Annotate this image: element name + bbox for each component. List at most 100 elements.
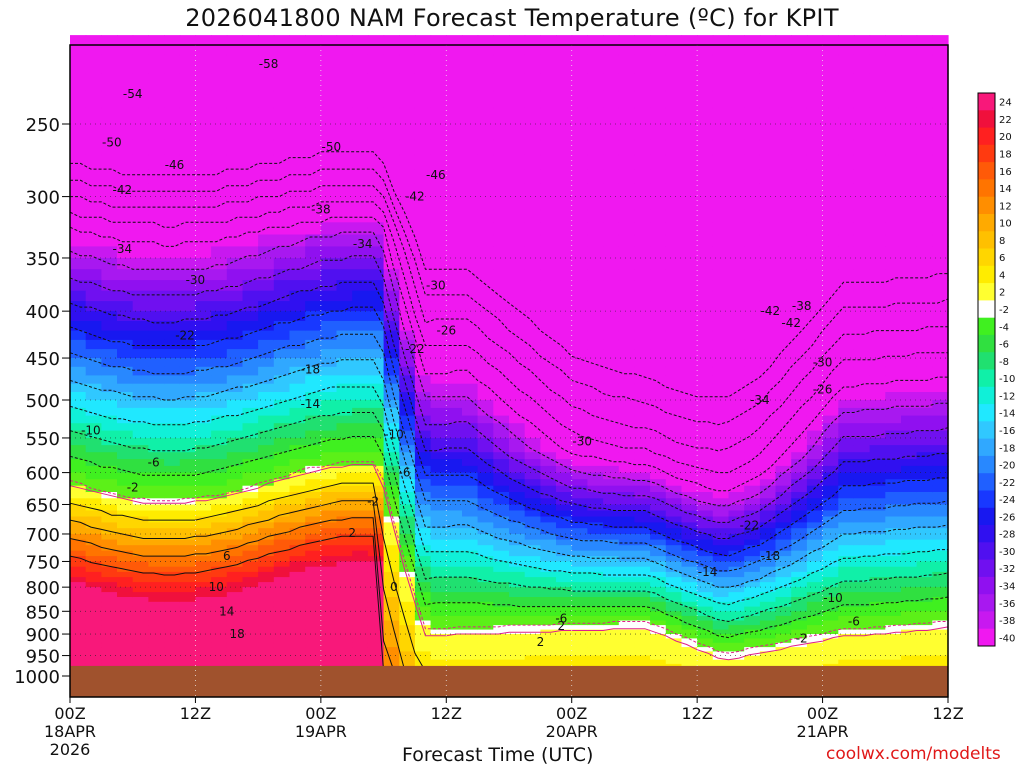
isotherm-line <box>69 464 949 661</box>
colorbar-label: -12 <box>999 391 1015 402</box>
y-tick-label: 850 <box>26 602 60 623</box>
colorbar-swatch <box>978 473 995 491</box>
contour-labels: -58-54-50 -50-46-46-42 -42-38-34 -34-30 -30-… <box>81 57 860 649</box>
colorbar-swatch <box>978 559 995 578</box>
x-tick-label: 00Z <box>305 704 336 723</box>
colorbar-swatch <box>978 404 995 422</box>
colorbar-swatch <box>978 317 995 336</box>
x-tick-label: 00Z <box>807 704 838 723</box>
colorbar-label: -30 <box>999 547 1015 558</box>
colorbar-swatch <box>978 576 995 595</box>
contour-label: -2 <box>796 631 808 645</box>
contour-label: -34 <box>112 242 132 256</box>
colorbar-swatch <box>978 162 995 180</box>
colorbar-label: 24 <box>999 98 1012 109</box>
colorbar-swatch <box>978 542 995 561</box>
isotherm-line <box>69 333 949 572</box>
y-tick-label: 800 <box>26 578 60 599</box>
colorbar-label: -20 <box>999 461 1015 472</box>
colorbar-label: -22 <box>999 478 1015 489</box>
contour-label: -14 <box>301 397 321 411</box>
contour-label: -26 <box>436 324 456 338</box>
x-tick-label: 00Z <box>54 704 85 723</box>
contour-label: -14 <box>698 565 718 579</box>
contour-label: -18 <box>760 549 780 563</box>
isotherm-line <box>69 436 949 639</box>
contour-label: 2 <box>537 635 545 649</box>
isotherm-line <box>69 461 948 654</box>
contour-label: 2 <box>557 619 565 633</box>
plot-frame <box>69 44 949 698</box>
colorbar-swatch <box>978 110 995 129</box>
colorbar-swatch <box>978 628 995 647</box>
isotherm-line <box>69 255 949 523</box>
contour-label: -6 <box>399 466 411 480</box>
colorbar-label: -38 <box>999 616 1015 627</box>
colorbar-swatch <box>978 300 995 319</box>
contour-label: -42 <box>781 316 801 330</box>
colorbar-swatch <box>978 594 995 612</box>
colorbar-label: -34 <box>999 582 1015 593</box>
colorbar-label: 6 <box>999 253 1005 264</box>
contour-label: -2 <box>367 494 379 508</box>
colorbar-swatch <box>978 144 995 163</box>
x-tick-label: 2026 <box>50 740 91 759</box>
contour-label: -22 <box>175 328 195 342</box>
contour-label: -38 <box>311 203 331 217</box>
colorbar-frame <box>977 92 996 647</box>
contour-label: -50 <box>321 140 341 154</box>
colorbar-label: 16 <box>999 167 1012 178</box>
y-tick-label: 400 <box>26 302 60 323</box>
colorbar-label: 8 <box>999 236 1005 247</box>
credit-link[interactable]: coolwx.com/modelts <box>826 744 1001 764</box>
x-tick-label: 12Z <box>681 704 712 723</box>
contour-label: 2 <box>348 526 356 540</box>
contour-label: -54 <box>123 87 143 101</box>
contour-label: -10 <box>81 424 101 438</box>
isotherm-line <box>69 201 948 474</box>
colorbar-swatch <box>978 283 995 301</box>
isotherm-line <box>69 359 949 588</box>
isotherm-lines <box>69 151 949 672</box>
colorbar-label: -6 <box>999 340 1009 351</box>
colorbar-label: 20 <box>999 132 1012 143</box>
contour-label: -30 <box>572 435 592 449</box>
x-axis-label: Forecast Time (UTC) <box>402 744 594 766</box>
contour-label: -26 <box>813 383 833 397</box>
y-tick-label: 250 <box>26 115 60 136</box>
contour-label: -6 <box>848 615 860 629</box>
colorbar-label: -40 <box>999 633 1015 644</box>
contour-label: -18 <box>301 362 321 376</box>
colorbar-swatch <box>978 214 995 232</box>
colorbar-label: -2 <box>999 305 1009 316</box>
colorbar-swatch <box>978 127 995 146</box>
y-tick-label: 700 <box>26 525 60 546</box>
contour-label: -38 <box>792 299 812 313</box>
x-tick-label: 12Z <box>180 704 211 723</box>
colorbar-label: -36 <box>999 599 1015 610</box>
colorbar-label: 4 <box>999 271 1005 282</box>
isotherm-line <box>69 517 395 672</box>
y-tick-label: 300 <box>26 188 60 209</box>
x-tick-label: 19APR <box>295 722 347 741</box>
colorbar-swatch <box>978 421 995 440</box>
colorbar-label: -24 <box>999 495 1015 506</box>
y-tick-label: 450 <box>26 349 60 370</box>
contour-label: 18 <box>230 627 245 641</box>
contour-label: -46 <box>426 168 446 182</box>
contour-label: -50 <box>102 136 122 150</box>
colorbar-label: -26 <box>999 512 1015 523</box>
isotherm-line <box>70 185 948 452</box>
contour-label: -10 <box>823 591 843 605</box>
contour-label: -30 <box>186 273 206 287</box>
x-tick-label: 18APR <box>44 722 96 741</box>
colorbar-swatch <box>978 369 995 388</box>
contour-label: -42 <box>112 183 132 197</box>
contour-label: -30 <box>813 355 833 369</box>
colorbar-label: 12 <box>999 201 1012 212</box>
isotherm-line <box>69 535 385 672</box>
heatmap-cells <box>70 35 949 673</box>
contour-label: -42 <box>760 304 780 318</box>
